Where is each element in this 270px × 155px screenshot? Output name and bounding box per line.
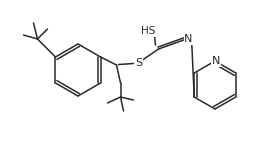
Text: N: N <box>184 34 193 44</box>
Text: HS: HS <box>141 26 156 36</box>
Text: S: S <box>135 58 142 68</box>
Text: N: N <box>212 56 220 66</box>
